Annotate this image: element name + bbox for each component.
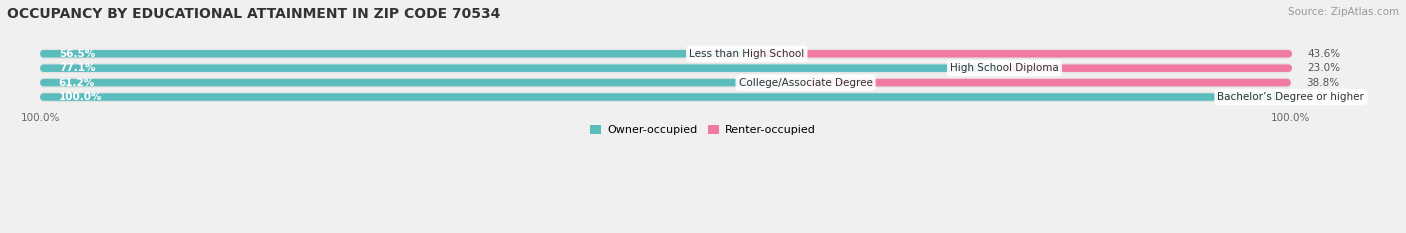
FancyBboxPatch shape — [747, 50, 1292, 58]
Text: 23.0%: 23.0% — [1308, 63, 1340, 73]
Text: 77.1%: 77.1% — [59, 63, 96, 73]
FancyBboxPatch shape — [39, 93, 1291, 101]
Text: 100.0%: 100.0% — [59, 92, 103, 102]
Text: High School Diploma: High School Diploma — [950, 63, 1059, 73]
FancyBboxPatch shape — [806, 79, 1291, 86]
FancyBboxPatch shape — [39, 79, 806, 86]
FancyBboxPatch shape — [39, 92, 1291, 102]
FancyBboxPatch shape — [39, 77, 1291, 88]
FancyBboxPatch shape — [39, 63, 1291, 73]
Text: 61.2%: 61.2% — [59, 78, 96, 88]
Text: Source: ZipAtlas.com: Source: ZipAtlas.com — [1288, 7, 1399, 17]
Text: 38.8%: 38.8% — [1306, 78, 1339, 88]
FancyBboxPatch shape — [39, 65, 1004, 72]
Text: 0.0%: 0.0% — [1306, 92, 1333, 102]
Text: 56.5%: 56.5% — [59, 49, 96, 59]
FancyBboxPatch shape — [39, 49, 1291, 59]
Legend: Owner-occupied, Renter-occupied: Owner-occupied, Renter-occupied — [586, 121, 820, 140]
FancyBboxPatch shape — [1004, 65, 1292, 72]
Text: OCCUPANCY BY EDUCATIONAL ATTAINMENT IN ZIP CODE 70534: OCCUPANCY BY EDUCATIONAL ATTAINMENT IN Z… — [7, 7, 501, 21]
FancyBboxPatch shape — [39, 50, 747, 58]
Text: Less than High School: Less than High School — [689, 49, 804, 59]
Text: Bachelor’s Degree or higher: Bachelor’s Degree or higher — [1218, 92, 1364, 102]
Text: College/Associate Degree: College/Associate Degree — [738, 78, 873, 88]
Text: 43.6%: 43.6% — [1308, 49, 1340, 59]
